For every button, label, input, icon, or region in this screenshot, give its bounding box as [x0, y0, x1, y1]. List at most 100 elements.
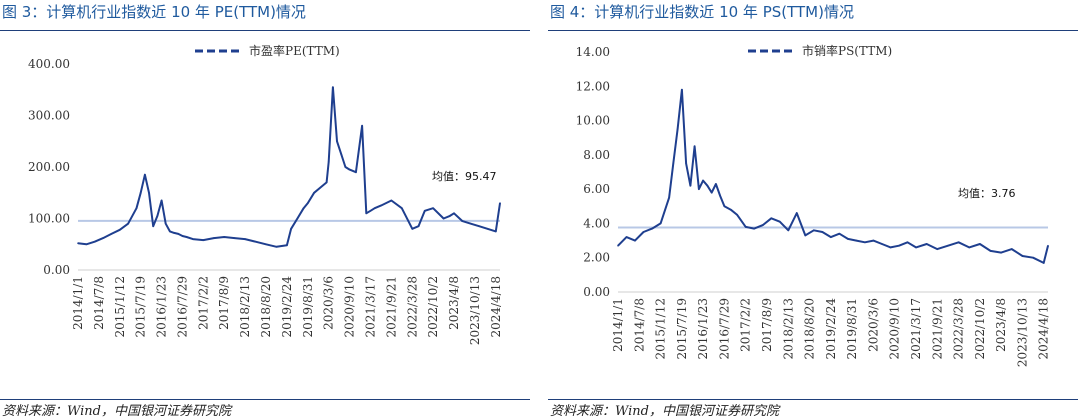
legend-label: 市销率PS(TTM)	[802, 43, 892, 58]
figure-title: 图 3：计算机行业指数近 10 年 PE(TTM)情况	[2, 3, 306, 21]
series-line	[617, 88, 1049, 264]
series-point	[634, 239, 636, 242]
series-point	[185, 236, 188, 238]
source-rule	[548, 399, 1078, 400]
series-point	[676, 128, 679, 130]
series-point	[102, 237, 104, 239]
y-tick-label: 4.00	[583, 216, 610, 230]
series-point	[787, 229, 790, 232]
y-tick-label: 12.00	[576, 79, 610, 93]
x-tick-label: 2020/3/6	[322, 276, 336, 330]
x-tick-label: 2015/1/12	[654, 298, 668, 360]
series-point	[668, 196, 670, 199]
source-rule	[0, 399, 530, 400]
series-point	[838, 232, 841, 235]
series-point	[821, 231, 824, 233]
x-tick-label: 2019/2/24	[824, 298, 838, 360]
series-point	[659, 222, 662, 225]
series-point	[365, 212, 368, 215]
y-tick-label: 2.00	[583, 251, 610, 265]
series-point	[442, 217, 445, 220]
legend-label: 市盈率PE(TTM)	[249, 43, 340, 58]
series-point	[770, 217, 773, 220]
x-tick-label: 2023/10/13	[1015, 298, 1029, 367]
series-point	[223, 236, 225, 238]
series-point	[307, 202, 309, 204]
series-point	[957, 241, 960, 244]
y-tick-label: 100.00	[28, 212, 70, 226]
x-tick-label: 2017/2/2	[196, 276, 210, 330]
series-point	[753, 227, 755, 230]
source-note: 资料来源：Wind，中国银河证券研究院	[550, 404, 779, 419]
series-point	[889, 246, 892, 249]
series-point	[290, 228, 292, 230]
y-tick-label: 8.00	[583, 148, 610, 162]
series-point	[169, 230, 171, 233]
series-point	[173, 232, 175, 234]
series-point	[470, 222, 472, 225]
title-rule	[548, 30, 1078, 31]
x-tick-label: 2014/1/1	[611, 298, 625, 352]
x-tick-label: 2018/2/13	[781, 298, 795, 360]
x-tick-label: 2021/9/21	[384, 276, 398, 338]
ps-chart: 14.0012.0010.008.006.004.002.000.002014/…	[576, 43, 1051, 367]
x-tick-label: 2021/9/21	[930, 298, 944, 360]
series-point	[449, 215, 451, 217]
y-tick-label: 0.00	[43, 263, 70, 277]
x-tick-label: 2014/1/1	[71, 276, 85, 330]
series-point	[401, 207, 403, 209]
series-point	[1042, 262, 1045, 264]
series-point	[336, 140, 338, 143]
x-tick-label: 2016/1/23	[155, 276, 169, 338]
series-point	[265, 243, 267, 246]
series-point	[947, 244, 949, 247]
series-point	[804, 234, 807, 237]
series-point	[380, 204, 382, 207]
series-point	[77, 242, 79, 244]
series-point	[1000, 251, 1002, 254]
x-tick-label: 2024/4/18	[1037, 298, 1051, 360]
series-point	[706, 184, 709, 187]
series-point	[681, 88, 683, 91]
x-tick-label: 2015/7/19	[134, 276, 148, 338]
series-point	[698, 188, 700, 190]
series-point	[625, 236, 628, 238]
series-point	[135, 207, 138, 209]
series-point	[499, 202, 501, 204]
series-point	[906, 241, 909, 244]
series-point	[373, 207, 376, 209]
x-tick-label: 2017/2/2	[739, 298, 753, 352]
mean-label: 均值：95.47	[432, 170, 497, 183]
series-point	[898, 244, 900, 247]
y-tick-label: 200.00	[28, 160, 70, 174]
series-point	[286, 244, 288, 247]
series-point	[736, 214, 738, 216]
series-point	[855, 239, 858, 242]
x-tick-label: 2016/7/29	[175, 276, 189, 338]
x-tick-label: 2020/9/10	[888, 298, 902, 360]
mean-label: 均值：3.76	[958, 187, 1016, 200]
y-tick-label: 400.00	[28, 57, 70, 71]
series-point	[915, 246, 917, 249]
x-tick-label: 2018/2/13	[238, 276, 252, 338]
x-tick-label: 2014/7/8	[632, 298, 646, 352]
series-point	[478, 225, 480, 227]
series-point	[139, 192, 142, 194]
series-point	[702, 179, 704, 182]
series-point	[152, 225, 154, 227]
series-point	[325, 181, 328, 184]
series-point	[144, 173, 146, 176]
series-point	[233, 237, 236, 239]
y-tick-label: 6.00	[583, 182, 610, 196]
x-tick-label: 2019/2/24	[280, 276, 294, 338]
x-tick-label: 2023/10/13	[468, 276, 482, 345]
x-tick-label: 2020/3/6	[866, 298, 880, 352]
series-point	[85, 243, 88, 246]
series-point	[872, 239, 875, 242]
x-tick-label: 2018/8/20	[803, 298, 817, 360]
series-point	[461, 220, 464, 222]
series-point	[813, 229, 815, 232]
series-line	[77, 86, 501, 248]
series-point	[796, 212, 798, 214]
series-point	[968, 246, 970, 249]
